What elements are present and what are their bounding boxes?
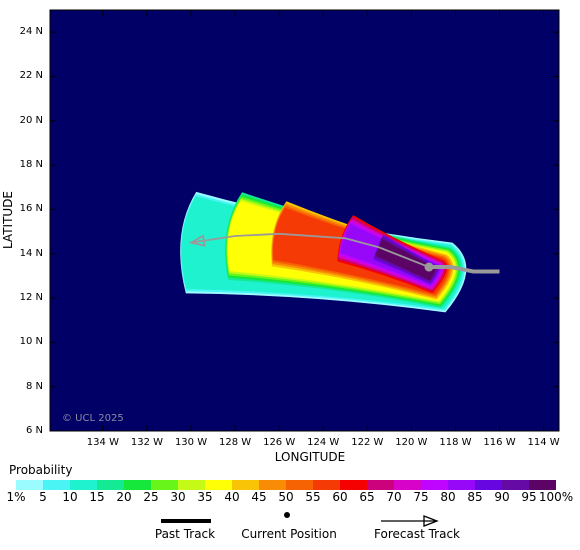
colorbar-swatch [43,480,70,490]
colorbar-label: 1% [6,490,26,504]
colorbar-label: 35 [197,490,213,504]
latitude-tick-label: 14 N [19,247,43,259]
latitude-axis-title: LATITUDE [1,190,15,250]
colorbar-swatch [313,480,340,490]
longitude-tick-label: 130 W [174,437,208,448]
colorbar-label: 45 [251,490,267,504]
colorbar-swatch [70,480,97,490]
colorbar-swatch [448,480,475,490]
colorbar-label: 5 [39,490,47,504]
colorbar-swatch [178,480,205,490]
colorbar-swatch [502,480,529,490]
latitude-tick-label: 12 N [19,292,43,304]
colorbar-swatch [259,480,286,490]
colorbar-label: 15 [89,490,105,504]
colorbar-label: 90 [494,490,510,504]
colorbar-label: 10 [62,490,78,504]
forecast-track-legend-arrow [381,515,439,527]
longitude-tick-label: 118 W [439,437,472,448]
latitude-tick-label: 8 N [25,380,43,392]
forecast-track-label: Forecast Track [374,527,460,541]
latitude-tick-label: 10 N [19,336,43,348]
colorbar-label: 100% [538,490,574,504]
latitude-tick-label: 6 N [25,425,43,436]
colorbar-swatch [16,480,43,490]
latitude-tick-label: 18 N [19,159,43,171]
colorbar-swatch [286,480,313,490]
colorbar-swatch [232,480,259,490]
colorbar-label: 50 [278,490,294,504]
colorbar-label: 30 [170,490,186,504]
colorbar-label: 25 [143,490,159,504]
colorbar-swatch [151,480,178,490]
current-position-legend-dot [284,512,290,518]
probability-legend-title: Probability [9,463,73,477]
current-position-marker [424,262,434,272]
colorbar-swatch [475,480,502,490]
colorbar-label: 85 [467,490,483,504]
plot-frame [49,9,560,432]
forecast-arrowhead [188,234,206,247]
colorbar-label: 70 [386,490,402,504]
axis-ticks [50,10,559,432]
colorbar-label: 20 [116,490,132,504]
past-track-legend-line [161,519,211,523]
past-track-line [428,265,500,274]
colorbar-label: 55 [305,490,321,504]
latitude-tick-label: 22 N [19,70,43,82]
colorbar-label: 75 [413,490,429,504]
storm-tracks [188,232,500,274]
longitude-tick-label: 134 W [86,437,119,448]
longitude-tick-label: 122 W [351,437,384,448]
longitude-tick-label: 128 W [219,437,252,448]
colorbar-swatch [340,480,367,490]
longitude-tick-label: 120 W [395,437,428,448]
colorbar-label: 40 [224,490,240,504]
probability-contours [180,191,467,313]
colorbar-label: 80 [440,490,456,504]
longitude-tick-label: 114 W [527,437,560,448]
current-position-label: Current Position [241,527,337,541]
colorbar-label: 95 [521,490,537,504]
latitude-tick-label: 16 N [19,203,43,215]
forecast-track-line [190,232,430,268]
colorbar-label: 65 [359,490,375,504]
probability-colorbar [16,480,556,490]
copyright-notice: © UCL 2025 [62,413,124,424]
longitude-tick-label: 126 W [263,437,296,448]
colorbar-swatch [97,480,124,490]
past-track-label: Past Track [154,527,216,541]
probability-contour [375,238,436,281]
colorbar-swatch [421,480,448,490]
longitude-axis-title: LONGITUDE [274,450,346,464]
longitude-tick-label: 132 W [130,437,164,448]
colorbar-swatch [367,480,394,490]
longitude-tick-label: 124 W [307,437,340,448]
latitude-tick-label: 24 N [19,26,43,38]
colorbar-swatch [394,480,421,490]
colorbar-swatch [205,480,232,490]
colorbar-swatch [124,480,151,490]
colorbar-label: 60 [332,490,348,504]
colorbar-swatch [529,480,556,490]
latitude-tick-label: 20 N [19,114,43,126]
longitude-tick-label: 116 W [483,437,516,448]
